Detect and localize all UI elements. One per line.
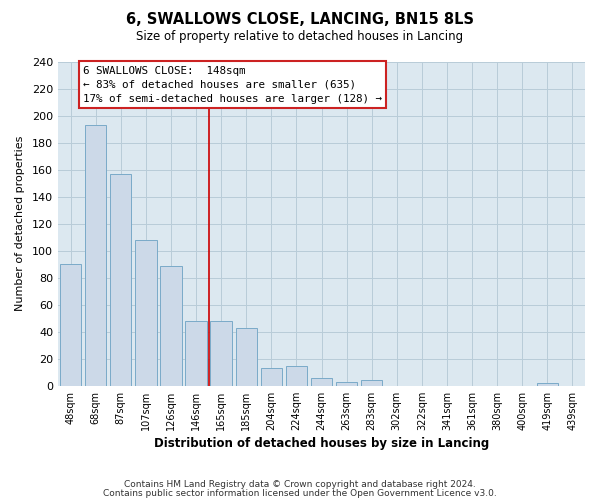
Y-axis label: Number of detached properties: Number of detached properties bbox=[15, 136, 25, 312]
Bar bbox=[85, 125, 106, 386]
Bar bbox=[286, 366, 307, 386]
Bar bbox=[135, 240, 157, 386]
Bar bbox=[236, 328, 257, 386]
Text: Contains HM Land Registry data © Crown copyright and database right 2024.: Contains HM Land Registry data © Crown c… bbox=[124, 480, 476, 489]
Text: 6, SWALLOWS CLOSE, LANCING, BN15 8LS: 6, SWALLOWS CLOSE, LANCING, BN15 8LS bbox=[126, 12, 474, 28]
Bar bbox=[211, 321, 232, 386]
Bar bbox=[336, 382, 357, 386]
Bar bbox=[110, 174, 131, 386]
Bar bbox=[260, 368, 282, 386]
Bar bbox=[361, 380, 382, 386]
Bar bbox=[185, 321, 207, 386]
Bar bbox=[536, 383, 558, 386]
Text: 6 SWALLOWS CLOSE:  148sqm
← 83% of detached houses are smaller (635)
17% of semi: 6 SWALLOWS CLOSE: 148sqm ← 83% of detach… bbox=[83, 66, 382, 104]
Text: Contains public sector information licensed under the Open Government Licence v3: Contains public sector information licen… bbox=[103, 488, 497, 498]
Bar bbox=[60, 264, 81, 386]
Bar bbox=[160, 266, 182, 386]
Bar bbox=[311, 378, 332, 386]
X-axis label: Distribution of detached houses by size in Lancing: Distribution of detached houses by size … bbox=[154, 437, 489, 450]
Text: Size of property relative to detached houses in Lancing: Size of property relative to detached ho… bbox=[136, 30, 464, 43]
